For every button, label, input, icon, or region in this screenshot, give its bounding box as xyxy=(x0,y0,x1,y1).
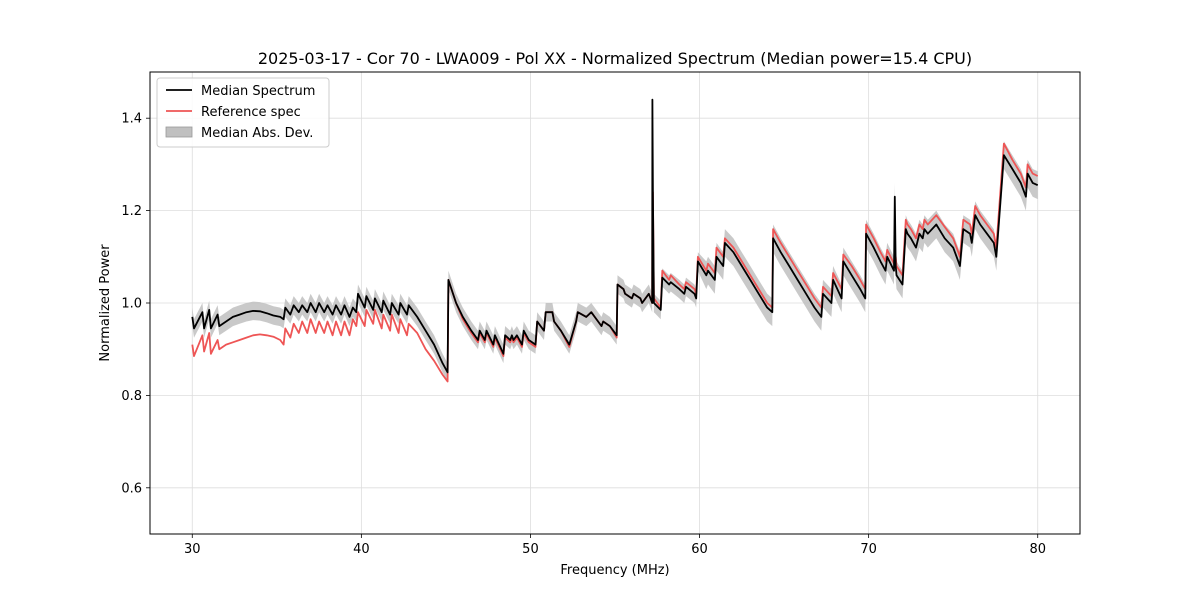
legend-swatch-mad xyxy=(165,126,193,138)
x-axis-label: Frequency (MHz) xyxy=(560,563,669,578)
x-tick-label: 70 xyxy=(860,542,877,557)
y-tick-label: 1.4 xyxy=(121,112,142,127)
median-spectrum-line xyxy=(191,98,1039,374)
legend-box xyxy=(156,77,330,148)
legend-label-mad: Median Abs. Dev. xyxy=(201,126,313,141)
legend-label-median: Median Spectrum xyxy=(201,84,315,99)
legend-label-reference: Reference spec xyxy=(201,105,301,120)
legend: Median Spectrum Reference spec Median Ab… xyxy=(156,77,330,148)
x-tick-label: 80 xyxy=(1029,542,1046,557)
x-tick-label: 50 xyxy=(522,542,539,557)
y-tick-label: 1.0 xyxy=(121,297,142,312)
axes: 30 40 50 60 70 80 0.6 0.8 1.0 1.2 1.4 xyxy=(121,71,1081,557)
x-tick-label: 30 xyxy=(184,542,201,557)
series-lines xyxy=(191,98,1039,383)
y-tick-label: 0.8 xyxy=(121,389,142,404)
y-tick-label: 1.2 xyxy=(121,204,142,219)
y-axis-label: Normalized Power xyxy=(98,244,113,362)
x-tick-label: 60 xyxy=(691,542,708,557)
y-tick-label: 0.6 xyxy=(121,481,142,496)
plot-frame xyxy=(149,71,1081,535)
x-tick-label: 40 xyxy=(353,542,370,557)
chart-title: 2025-03-17 - Cor 70 - LWA009 - Pol XX - … xyxy=(258,49,972,68)
